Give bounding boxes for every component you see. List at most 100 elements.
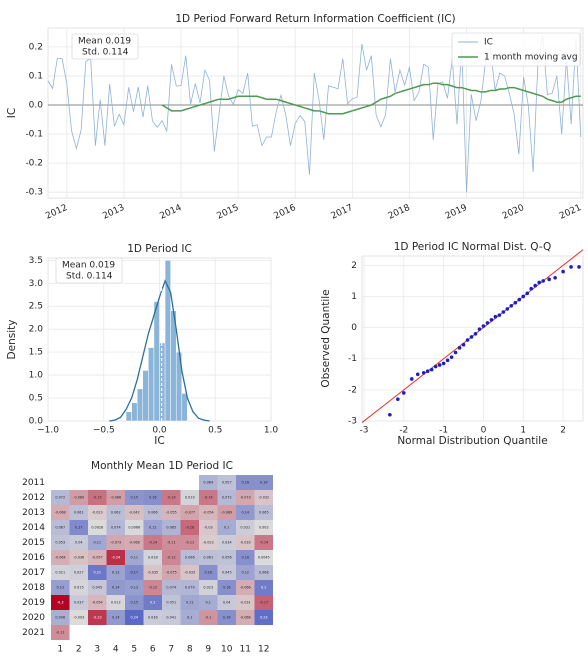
cell-label: -0.16 — [185, 526, 194, 530]
y-tick-label: 0.2 — [29, 42, 43, 52]
heatmap-cell — [51, 520, 70, 535]
heatmap-cell — [143, 550, 162, 565]
heatmap-cell — [180, 550, 199, 565]
y-tick-label: 1.0 — [29, 371, 44, 381]
y-tick-label: 2.0 — [29, 325, 44, 335]
cell-label: 0.085 — [166, 526, 176, 530]
cell-label: -0.033 — [184, 571, 195, 575]
heatmap-cell — [106, 610, 125, 625]
heatmap-cell — [88, 595, 107, 610]
heatmap-cell — [125, 490, 144, 505]
cell-label: 0.045 — [92, 586, 102, 590]
cell-label: 0.1 — [206, 601, 211, 605]
heatmap-cell — [199, 520, 218, 535]
heatmap-cell — [143, 595, 162, 610]
cell-label: 0.16 — [204, 571, 212, 575]
qq-point — [402, 391, 406, 395]
cell-label: 0.16 — [223, 586, 231, 590]
heatmap-cell — [180, 580, 199, 595]
y-axis-label: Density — [6, 320, 18, 360]
cell-label: 0.11 — [186, 601, 194, 605]
cell-label: -0.089 — [221, 511, 232, 515]
cell-label: -0.054 — [92, 601, 103, 605]
heatmap-cell — [88, 520, 107, 535]
heatmap-cell — [69, 595, 88, 610]
histogram-bar — [142, 370, 149, 422]
cell-label: -0.077 — [184, 511, 195, 515]
heatmap-cell — [236, 550, 255, 565]
heatmap-cell — [180, 490, 199, 505]
kde-line — [109, 279, 210, 422]
heatmap-cell — [162, 550, 181, 565]
cell-label: -0.073 — [110, 541, 121, 545]
cell-label: 0.067 — [55, 526, 65, 530]
heatmap-cell — [199, 475, 218, 490]
cell-label: -0.068 — [55, 511, 66, 515]
heatmap-cell — [254, 610, 273, 625]
cell-label: -0.03 — [204, 526, 213, 530]
cell-label: -0.073 — [240, 496, 251, 500]
heatmap-cell — [88, 580, 107, 595]
cell-label: -0.11 — [185, 541, 194, 545]
cell-label: 0.04 — [223, 601, 231, 605]
x-tick-label: 2 — [560, 426, 566, 436]
heatmap-cell — [162, 490, 181, 505]
heatmap-cell — [69, 520, 88, 535]
cell-label: 0.16 — [241, 556, 249, 560]
x-axis-label: Normal Distribution Quantile — [397, 435, 547, 447]
heatmap-cell — [143, 565, 162, 580]
x-tick-label: -2 — [399, 426, 408, 436]
heatmap-cell — [51, 490, 70, 505]
x-tick-label: 0.5 — [208, 426, 222, 436]
heatmap-cell — [254, 580, 273, 595]
heatmap-cell — [162, 580, 181, 595]
y-tick-label: 2 — [351, 261, 357, 271]
heatmap-cell — [143, 505, 162, 520]
x-tick-label: 2019 — [444, 203, 469, 222]
cell-label: -0.057 — [92, 556, 103, 560]
heatmap-cell — [199, 580, 218, 595]
qq-point — [445, 358, 450, 363]
heatmap-cell — [236, 580, 255, 595]
cell-label: 0.17 — [130, 571, 138, 575]
qq-point — [493, 314, 498, 319]
qq-point — [577, 265, 581, 269]
qq-point — [415, 372, 420, 377]
cell-label: 0.23 — [260, 616, 268, 620]
cell-label: 0.15 — [130, 601, 138, 605]
heatmap-cell — [217, 610, 236, 625]
cell-label: 0.068 — [259, 571, 269, 575]
cell-label: 0.0066 — [128, 526, 140, 530]
qq-point — [469, 335, 474, 339]
cell-label: 0.034 — [222, 541, 232, 545]
cell-label: 0.002 — [259, 526, 269, 530]
cell-label: 0.1 — [187, 616, 192, 620]
x-tick-label: 2013 — [101, 203, 126, 222]
cell-label: 0.079 — [185, 586, 195, 590]
qq-point — [517, 297, 522, 302]
cell-label: -0.11 — [167, 541, 176, 545]
cell-label: 0.16 — [241, 481, 249, 485]
cell-label: 0.24 — [130, 616, 138, 620]
row-label: 2019 — [22, 598, 45, 608]
y-tick-label: 1.5 — [29, 348, 43, 358]
heatmap-cell — [217, 475, 236, 490]
heatmap-cell — [106, 565, 125, 580]
x-tick-label: −1.0 — [37, 426, 59, 436]
legend — [451, 32, 581, 67]
heatmap-cell — [106, 580, 125, 595]
cell-label: -0.14 — [259, 541, 268, 545]
heatmap-cell — [217, 550, 236, 565]
x-tick-label: 2014 — [158, 203, 183, 222]
qq-point — [485, 321, 490, 325]
x-tick-label: 2021 — [558, 203, 583, 222]
heatmap-cell — [162, 610, 181, 625]
histogram-bar — [136, 388, 144, 422]
heatmap-cell — [125, 565, 144, 580]
heatmap-cell — [236, 520, 255, 535]
x-axis-label: IC — [154, 435, 164, 447]
heatmap-cell — [51, 550, 70, 565]
cell-label: -0.033 — [240, 541, 251, 545]
column-label: 12 — [258, 645, 269, 655]
heatmap-cell — [199, 610, 218, 625]
